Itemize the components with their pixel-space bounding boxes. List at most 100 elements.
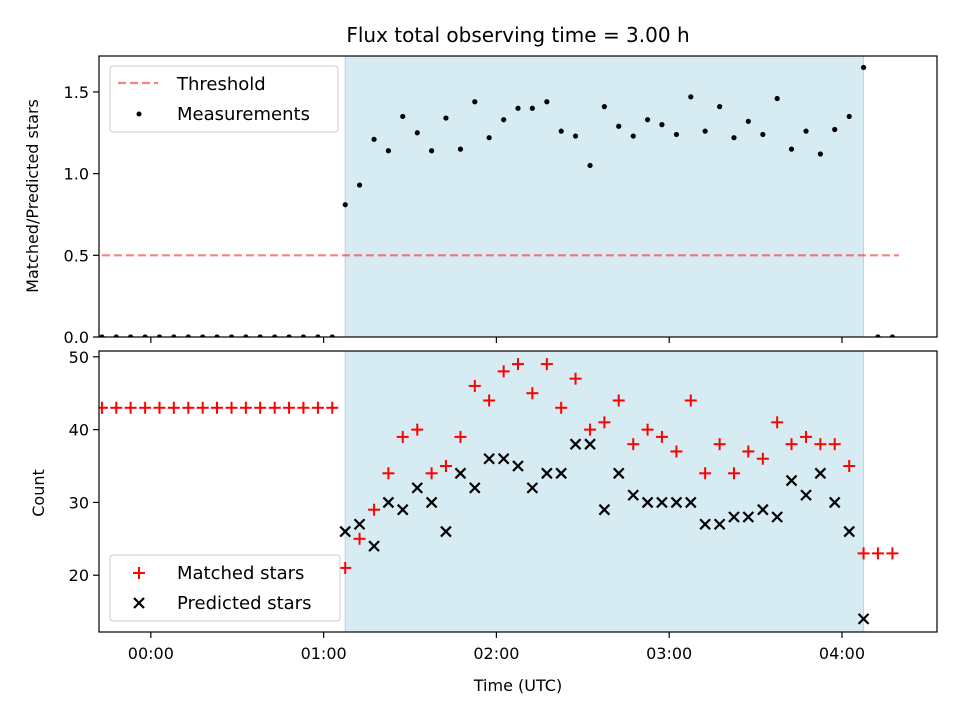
- measurement-point: [257, 334, 263, 337]
- matched-star-point: [254, 401, 267, 414]
- matched-star-point: [53, 402, 65, 414]
- measurement-point: [860, 64, 867, 71]
- matched-star-point: [857, 547, 870, 560]
- measurement-point: [385, 148, 392, 154]
- measurement-point: [572, 133, 579, 139]
- top-panel: 0.0 0.5 1.0 1.5: [56, 55, 938, 347]
- matched-star-point: [339, 561, 352, 574]
- matched-star-point: [641, 423, 654, 436]
- predicted-star-point: [612, 467, 625, 480]
- x-tick-label: 00:00: [128, 644, 174, 663]
- observing-window-span: [344, 350, 865, 633]
- matched-star-point: [814, 438, 827, 451]
- matched-star-point: [771, 416, 784, 429]
- top-legend-frame: [109, 65, 339, 133]
- measurement-point: [414, 130, 420, 136]
- measurement-point: [832, 126, 838, 133]
- chart-title: Flux total observing time = 3.00 h: [346, 23, 689, 47]
- measurement-point: [156, 334, 163, 337]
- measurement-point: [315, 334, 321, 337]
- measurement-point: [760, 131, 766, 138]
- matched-star-point: [454, 430, 467, 443]
- top-plot-area: [56, 64, 899, 339]
- matched-star-point: [24, 402, 36, 414]
- measurement-point: [846, 113, 852, 120]
- matched-star-point: [38, 402, 50, 414]
- measurement-point: [400, 113, 406, 120]
- predicted-star-point: [713, 518, 726, 531]
- predicted-star-point: [828, 496, 841, 509]
- measurement-point: [745, 118, 751, 124]
- matched-star-point: [353, 532, 366, 545]
- bottom-legend: Matched stars Predicted stars: [109, 554, 341, 622]
- measurement-point: [486, 135, 492, 141]
- measurement-point: [472, 99, 478, 105]
- measurement-point: [228, 334, 235, 337]
- measurement-point: [601, 104, 607, 110]
- matched-star-point: [311, 401, 324, 414]
- measurement-point: [243, 334, 249, 337]
- legend-threshold-label: Threshold: [176, 74, 266, 95]
- matched-star-point: [684, 394, 697, 407]
- predicted-star-point: [843, 525, 856, 538]
- matched-star-point: [468, 379, 481, 392]
- measurement-point: [702, 128, 708, 134]
- y-tick-label: 40: [69, 421, 89, 440]
- top-axes-frame: [98, 55, 938, 338]
- measurement-point: [501, 117, 507, 123]
- predicted-star-point: [800, 489, 812, 501]
- matched-star-point: [756, 452, 769, 465]
- measurement-point: [342, 202, 348, 208]
- measurement-point: [803, 128, 809, 134]
- measurement-point: [616, 123, 622, 129]
- measurement-point: [443, 115, 449, 121]
- measurement-point: [731, 135, 737, 141]
- matched-star-point: [211, 401, 224, 414]
- legend-measurements-label: Measurements: [177, 104, 310, 125]
- y-tick-label: 1.5: [64, 83, 89, 102]
- matched-star-point: [182, 401, 195, 414]
- measurement-point: [272, 334, 278, 337]
- measurement-point: [113, 334, 119, 337]
- measurement-point: [644, 117, 651, 123]
- measurement-point: [587, 162, 593, 169]
- measurement-point: [329, 334, 335, 337]
- matched-star-point: [871, 547, 884, 560]
- matched-star-point: [167, 401, 180, 414]
- matched-star-point: [124, 401, 137, 414]
- predicted-star-point: [469, 482, 481, 494]
- legend-predicted-swatch: [133, 597, 145, 609]
- measurement-point: [659, 122, 665, 128]
- matched-star-point: [439, 460, 452, 473]
- legend-matched-label: Matched stars: [177, 563, 304, 584]
- measurement-point: [128, 334, 134, 337]
- matched-star-point: [396, 430, 409, 443]
- matched-star-point: [886, 547, 899, 560]
- legend-measurements-swatch: [136, 111, 142, 117]
- measurement-point: [56, 334, 61, 339]
- measurement-point: [356, 182, 363, 188]
- matched-star-point: [225, 401, 238, 414]
- bottom-y-axis-label: Count: [29, 469, 48, 517]
- matched-star-point: [283, 401, 296, 414]
- predicted-star-point: [685, 496, 697, 509]
- predicted-star-point: [512, 460, 524, 472]
- predicted-star-point: [454, 467, 467, 480]
- predicted-star-point: [814, 467, 827, 480]
- matched-star-point: [382, 467, 395, 480]
- measurement-point: [371, 136, 377, 142]
- measurement-point: [717, 104, 723, 110]
- predicted-star-point: [425, 496, 438, 509]
- measurement-point: [788, 146, 795, 152]
- matched-star-point: [297, 401, 310, 414]
- predicted-star-point: [541, 467, 553, 480]
- predicted-star-point: [382, 496, 395, 509]
- predicted-star-point: [670, 496, 683, 509]
- measurement-point: [200, 334, 206, 337]
- matched-star-point: [584, 423, 597, 436]
- predicted-star-point: [728, 511, 740, 523]
- predicted-star-point: [368, 540, 380, 552]
- predicted-star-point: [584, 438, 596, 450]
- matched-star-point: [655, 430, 668, 443]
- matched-star-point: [742, 445, 755, 458]
